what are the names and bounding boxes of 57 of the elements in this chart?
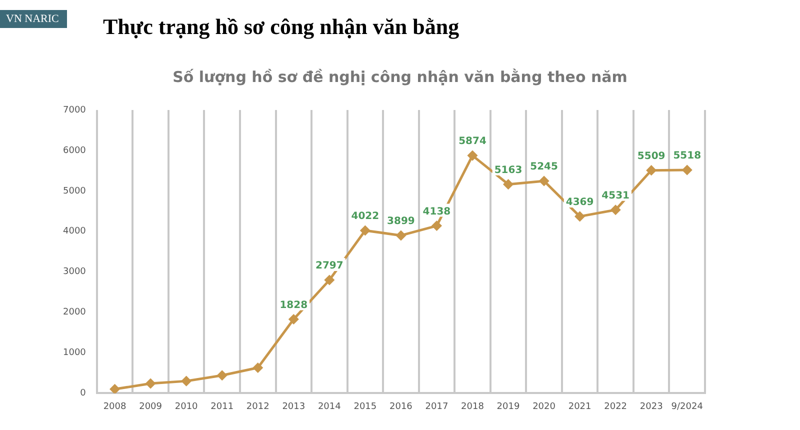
x-tick-label: 2016 xyxy=(390,402,413,412)
x-tick-label: 2020 xyxy=(532,402,556,412)
point xyxy=(468,150,478,160)
x-tick-label: 2014 xyxy=(318,402,342,412)
y-tick-label: 2000 xyxy=(63,308,86,318)
x-tick-label: 2021 xyxy=(568,402,592,412)
x-tick-label: 2017 xyxy=(425,402,448,412)
data-label: 4531 xyxy=(602,190,630,202)
y-tick-label: 7000 xyxy=(63,105,86,116)
y-tick-label: 5000 xyxy=(63,186,86,196)
y-tick-label: 0 xyxy=(80,388,86,399)
data-label: 5518 xyxy=(673,150,702,162)
x-tick-label: 2008 xyxy=(103,402,127,412)
text: VN NARIC xyxy=(0,10,67,28)
point xyxy=(575,212,585,222)
point xyxy=(288,314,298,324)
chart-title: Thực trạng hồ sơ công nhận văn bằng xyxy=(103,14,460,40)
point xyxy=(682,165,692,175)
point xyxy=(253,362,263,372)
x-tick-label: 2023 xyxy=(640,402,663,412)
point xyxy=(324,275,334,285)
x-tick-label: 9/2024 xyxy=(671,402,704,412)
point xyxy=(396,230,406,240)
data-label: 4138 xyxy=(422,206,451,218)
x-tick-label: 2013 xyxy=(282,402,306,412)
data-label: 5874 xyxy=(458,136,486,148)
x-tick-label: 2009 xyxy=(139,402,162,412)
y-tick-label: 4000 xyxy=(63,226,86,237)
point xyxy=(610,205,620,215)
data-label: 4022 xyxy=(351,211,380,222)
point xyxy=(360,226,370,236)
point xyxy=(110,384,120,394)
y-tick-label: 6000 xyxy=(63,146,86,156)
y-tick-label: 1000 xyxy=(63,348,86,358)
data-label: 2797 xyxy=(315,260,344,272)
data-label: 4369 xyxy=(566,197,594,208)
x-tick-label: 2010 xyxy=(174,402,198,412)
point xyxy=(146,378,156,388)
point xyxy=(646,166,656,176)
data-label: 3899 xyxy=(387,216,415,228)
x-tick-label: 2019 xyxy=(496,402,520,412)
data-label: 1828 xyxy=(280,300,308,311)
x-tick-label: 2022 xyxy=(604,402,628,412)
point xyxy=(504,180,514,190)
x-tick-label: 2012 xyxy=(246,402,270,412)
x-tick-label: 2011 xyxy=(210,402,234,412)
point xyxy=(539,176,549,186)
x-tick-label: 2018 xyxy=(461,402,484,412)
data-label: 5509 xyxy=(637,150,666,162)
y-tick-label: 3000 xyxy=(63,267,86,278)
point xyxy=(182,376,192,386)
data-label: 5245 xyxy=(530,162,558,173)
point xyxy=(217,370,227,380)
data-label: 5163 xyxy=(494,164,522,176)
chart-subtitle: Số lượng hồ sơ đề nghị công nhận văn bằng theo năm xyxy=(172,68,628,86)
point xyxy=(432,221,442,231)
x-tick-label: 2015 xyxy=(354,402,377,412)
